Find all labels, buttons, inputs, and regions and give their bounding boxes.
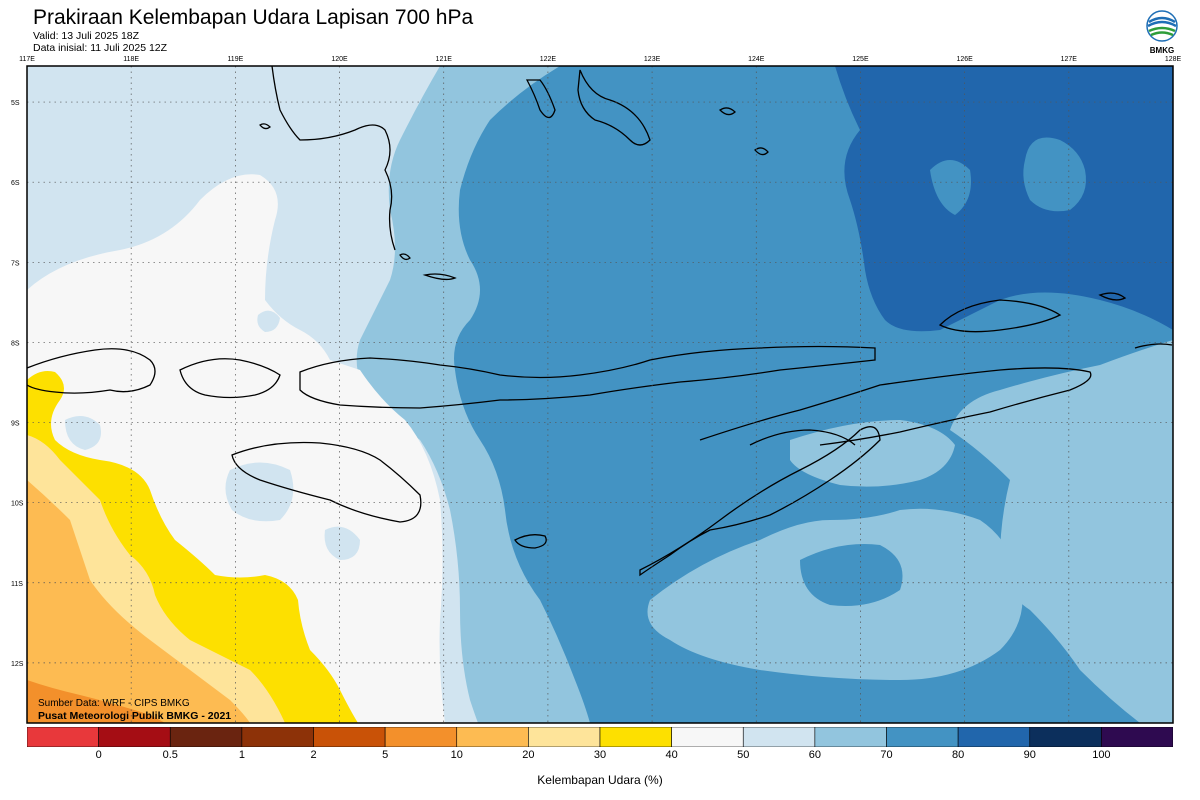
colorbar-swatch — [1101, 727, 1173, 747]
map-frame — [26, 65, 1174, 724]
lat-label: 10S — [11, 501, 24, 508]
lat-label: 7S — [11, 260, 20, 267]
source-line2: Pusat Meteorologi Publik BMKG - 2021 — [38, 710, 232, 722]
colorbar-tick-label: 1 — [238, 749, 245, 761]
lat-label: 8S — [11, 340, 20, 347]
lon-label: 118E — [123, 56, 139, 63]
colorbar-swatch — [98, 727, 171, 747]
colorbar-swatch — [27, 727, 99, 747]
colorbar-tick-label: 100 — [1092, 749, 1111, 761]
colorbar-swatch — [886, 727, 959, 747]
lat-label: 12S — [11, 661, 24, 668]
colorbar-swatch — [456, 727, 529, 747]
colorbar-swatch — [671, 727, 744, 747]
band-80-90 — [835, 66, 1173, 332]
lat-label: 6S — [11, 180, 20, 187]
colorbar-tick-label: 60 — [808, 749, 821, 761]
colorbar-swatch — [528, 727, 601, 747]
band-10-20 — [27, 480, 250, 723]
latitude-labels: 5S 6S 7S 8S 9S 10S 11S 12S — [11, 100, 24, 668]
colorbar-tick-label: 90 — [1023, 749, 1036, 761]
map-title: Prakiraan Kelembapan Udara Lapisan 700 h… — [33, 6, 474, 29]
lon-label: 126E — [956, 56, 973, 63]
lon-label: 124E — [748, 56, 765, 63]
bmkg-logo-icon: BMKG — [1146, 10, 1178, 55]
colorbar-swatch — [169, 727, 243, 747]
band-5-10 — [27, 680, 165, 723]
map-grid — [27, 66, 1173, 723]
colorbar-tick-label: 0.5 — [162, 749, 178, 761]
lon-label: 125E — [852, 56, 869, 63]
lon-label: 127E — [1061, 56, 1078, 63]
lat-label: 5S — [11, 100, 20, 107]
lon-label: 120E — [331, 56, 348, 63]
lon-label: 128E — [1165, 56, 1182, 63]
colorbar-swatch — [384, 727, 458, 747]
initial-time: Data inisial: 11 Juli 2025 12Z — [33, 42, 168, 54]
colorbar-swatch — [1029, 727, 1102, 747]
colorbar-tick-label: 80 — [952, 749, 965, 761]
colorbar-swatch — [599, 727, 672, 747]
band-60-70-se — [950, 340, 1173, 723]
longitude-labels: 117E 118E 119E 120E 121E 122E 123E 124E 125E 126E… — [19, 56, 1181, 63]
colorbar-tick-label: 5 — [382, 749, 389, 761]
colorbar-title: Kelembapan Udara (%) — [537, 773, 663, 787]
logo-text: BMKG — [1150, 46, 1174, 55]
lat-label: 11S — [11, 581, 23, 588]
lon-label: 123E — [644, 56, 661, 63]
lon-label: 122E — [540, 56, 557, 63]
source-line1: Sumber Data: WRF - CIPS BMKG — [38, 698, 190, 709]
colorbar-swatch — [742, 727, 816, 747]
colorbar-swatch — [313, 727, 386, 747]
lon-label: 121E — [436, 56, 453, 63]
colorbar-tick-label: 0 — [95, 749, 102, 761]
colorbar — [27, 727, 1173, 747]
colorbar-tick-label: 50 — [737, 749, 750, 761]
colorbar-swatch — [957, 727, 1031, 747]
colorbar-swatch — [241, 727, 314, 747]
colorbar-tick-label: 40 — [665, 749, 678, 761]
colorbar-swatch — [814, 727, 887, 747]
lon-label: 119E — [227, 56, 243, 63]
colorbar-tick-label: 2 — [310, 749, 317, 761]
colorbar-tick-label: 30 — [593, 749, 607, 761]
valid-time: Valid: 13 Juli 2025 18Z — [33, 30, 140, 42]
lat-label: 9S — [11, 421, 20, 428]
lon-label: 117E — [19, 56, 35, 63]
colorbar-tick-label: 70 — [880, 749, 893, 761]
colorbar-tick-label: 20 — [522, 749, 535, 761]
colorbar-tick-label: 10 — [450, 749, 463, 761]
coastline — [27, 66, 1173, 577]
